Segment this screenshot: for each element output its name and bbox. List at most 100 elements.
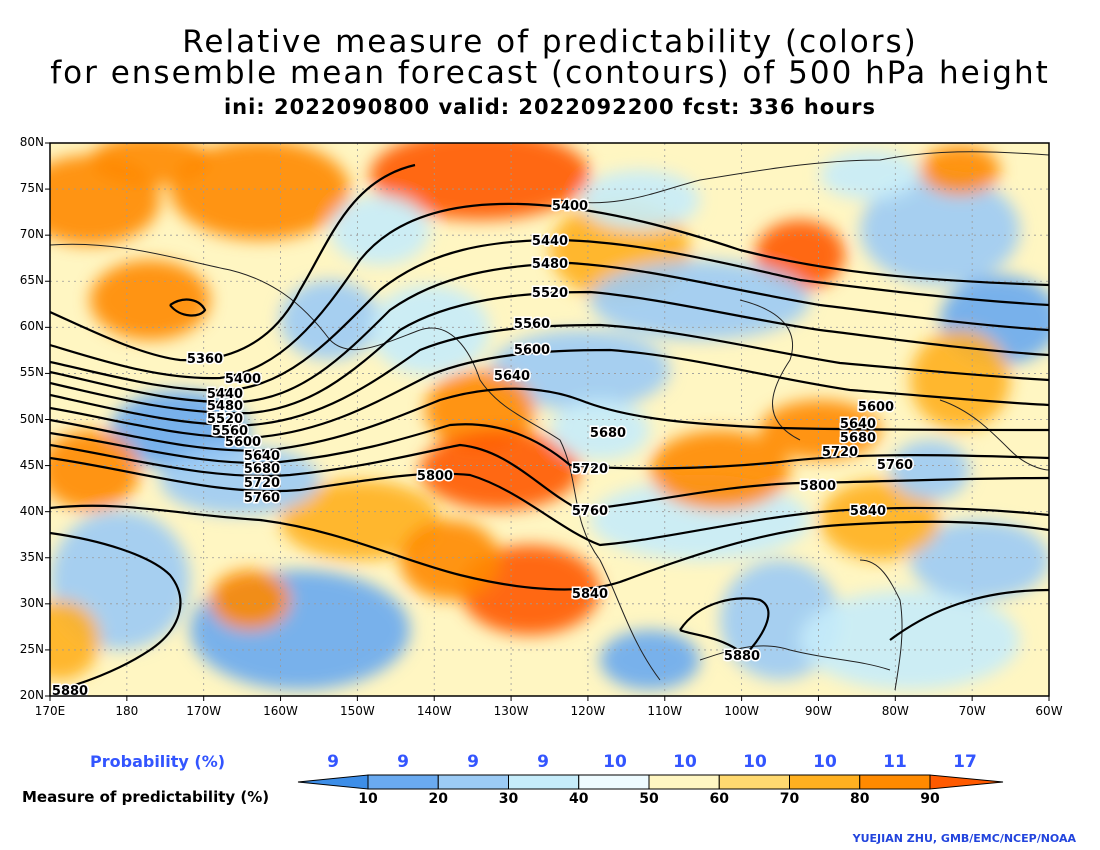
lat-label: 25N	[19, 641, 44, 656]
contour-label: 5680	[840, 431, 876, 446]
shading-patch	[210, 570, 290, 630]
coastline-path	[699, 645, 891, 671]
colorbar-right-triangle	[929, 774, 1004, 790]
lat-label: 60N	[19, 319, 44, 334]
coastline-path	[50, 243, 421, 351]
measure-label: Measure of predictability (%)	[22, 788, 270, 806]
colorbar-segment	[437, 774, 509, 790]
coastline-path	[739, 299, 801, 441]
colorbar-segment	[508, 774, 580, 790]
contour-label: 5760	[572, 504, 608, 519]
lat-label: 30N	[19, 595, 44, 610]
subtitle-forecast-info: ini: 2022090800 valid: 2022092200 fcst: …	[223, 95, 877, 119]
probability-label: Probability (%)	[90, 752, 226, 771]
probability-value: 9	[327, 752, 339, 772]
shading-patch	[370, 285, 490, 375]
lon-label: 90W	[804, 704, 833, 718]
colorbar-segment	[648, 774, 720, 790]
contour-label: 5360	[187, 352, 223, 367]
height-contour-line	[50, 387, 1049, 452]
colorbar-segment	[718, 774, 790, 790]
height-contour-line	[50, 531, 182, 692]
contour-label: 5520	[532, 286, 568, 301]
probability-value: 10	[743, 752, 767, 772]
shading-patch	[860, 175, 1020, 285]
lat-label: 70N	[19, 227, 44, 242]
shading-patch	[170, 143, 350, 240]
height-contours	[50, 163, 1049, 692]
contour-labels: 5400544054805520556056005640568057205760…	[50, 198, 914, 699]
lon-label: 110W	[647, 704, 683, 718]
coastline-path	[859, 559, 903, 691]
probability-value: 9	[397, 752, 409, 772]
colorbar-segment	[859, 774, 931, 790]
shading-patch	[760, 400, 880, 460]
height-contour-line	[889, 588, 1049, 641]
contour-label: 5800	[800, 479, 836, 494]
height-contour-line	[50, 261, 1049, 404]
shading-patch	[280, 480, 440, 560]
lon-label: 120W	[570, 704, 606, 718]
lat-label: 20N	[19, 688, 44, 702]
probability-value: 9	[467, 752, 479, 772]
contour-label: 5480	[532, 257, 568, 272]
lat-label: 35N	[19, 549, 44, 564]
probability-value: 17	[953, 752, 977, 772]
shading-patch	[90, 143, 210, 185]
contour-label: 5480	[207, 399, 243, 414]
lat-label: 75N	[19, 181, 44, 196]
lon-label: 170W	[186, 704, 222, 718]
title-line-2: for ensemble mean forecast (contours) of…	[50, 55, 1050, 91]
shading-patch	[50, 600, 100, 680]
colorbar-tick-label: 90	[920, 791, 940, 807]
height-contour-line	[679, 597, 770, 657]
lon-label: 150W	[339, 704, 375, 718]
colorbar-segment	[367, 774, 439, 790]
lat-label: 40N	[19, 503, 44, 518]
height-contour-line	[169, 298, 207, 317]
height-contour-line	[50, 348, 1049, 439]
contour-label: 5440	[532, 234, 568, 249]
lon-label: 180	[115, 704, 139, 718]
colorbar-tick-label: 70	[779, 791, 800, 807]
probability-value: 11	[883, 752, 907, 772]
predictability-shading	[50, 143, 1049, 690]
contour-label: 5400	[552, 199, 588, 214]
colorbar-segment	[578, 774, 650, 790]
contour-label: 5560	[514, 317, 550, 332]
lon-label: 80W	[881, 704, 909, 718]
lon-label: 60W	[1035, 704, 1063, 718]
lat-label: 65N	[19, 273, 44, 288]
contour-label: 5600	[514, 343, 550, 358]
lat-label: 55N	[19, 365, 44, 380]
title-line-1: Relative measure of predictability (colo…	[182, 24, 918, 60]
coastline-path	[559, 151, 1049, 204]
colorbar-tick-label: 80	[850, 791, 870, 807]
contour-label: 5680	[590, 426, 626, 441]
shading-patch	[590, 260, 810, 340]
shading-patch	[910, 330, 1010, 430]
height-contour-line	[50, 456, 1049, 547]
lon-label: 100W	[724, 704, 759, 718]
shading-patch	[550, 400, 650, 460]
contour-label: 5840	[850, 504, 886, 519]
contour-label: 5880	[52, 684, 88, 699]
lat-label: 80N	[19, 135, 44, 149]
lon-label: 130W	[493, 704, 529, 718]
contour-label: 5600	[858, 400, 894, 415]
height-contour-line	[50, 423, 1049, 470]
shading-patch	[160, 445, 320, 515]
lon-label: 160W	[263, 704, 298, 718]
colorbar	[297, 774, 1004, 790]
contour-label: 5640	[494, 369, 530, 384]
colorbar-segment	[789, 774, 861, 790]
height-contour-line	[50, 443, 1049, 512]
colorbar-tick-label: 50	[639, 791, 659, 807]
lon-label: 140W	[416, 704, 452, 718]
contour-label: 5520	[207, 412, 243, 427]
shading-patch	[90, 260, 210, 340]
colorbar-tick-label: 40	[569, 791, 589, 807]
contour-label: 5840	[572, 587, 608, 602]
height-contour-line	[50, 163, 416, 362]
shading-patch	[650, 430, 790, 510]
